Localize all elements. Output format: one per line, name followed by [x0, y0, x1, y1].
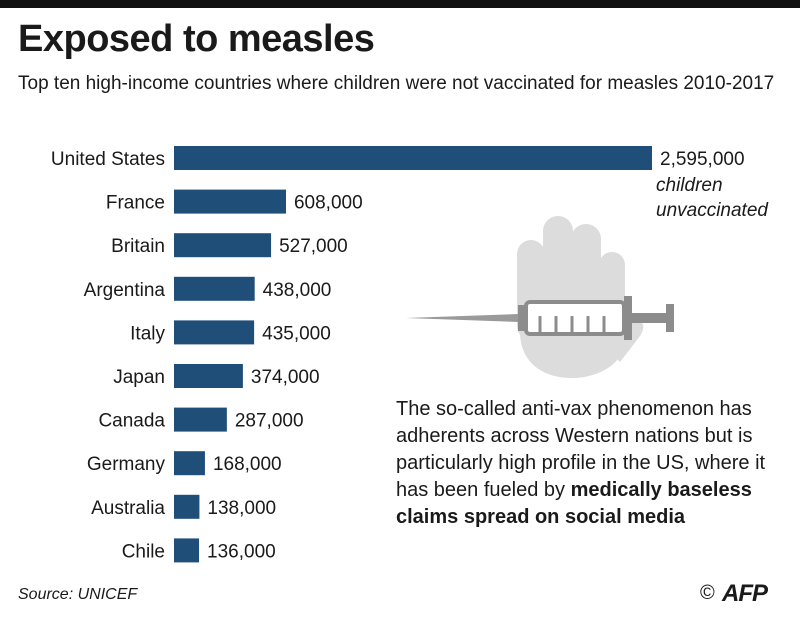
value-label: 435,000: [262, 323, 331, 344]
value-label: 287,000: [235, 411, 304, 432]
hand-with-syringe-icon: [406, 216, 674, 378]
category-label: Germany: [87, 454, 166, 475]
value-label: 2,595,000: [660, 149, 745, 170]
value-label: 608,000: [294, 193, 363, 214]
category-label: Chile: [122, 541, 165, 562]
category-label: Japan: [113, 367, 165, 388]
value-label: 138,000: [207, 498, 276, 519]
bar: [174, 320, 255, 345]
category-label: United States: [51, 149, 165, 170]
bar: [174, 233, 272, 258]
source-note: Source: UNICEF: [18, 586, 138, 603]
category-label: Canada: [98, 411, 165, 432]
copyright-symbol: ©: [700, 582, 715, 604]
annotation-emphasis: medically baseless claims spread on soci…: [396, 479, 752, 528]
bar: [174, 276, 255, 301]
category-label: Britain: [111, 236, 165, 257]
category-label: Argentina: [84, 280, 166, 301]
bar: [174, 364, 243, 388]
value-label: 168,000: [213, 454, 282, 475]
afp-logo: AFP: [722, 580, 768, 607]
bar: [174, 407, 227, 432]
annotation-text: The so-called anti-vax phenomenon has ad…: [396, 396, 786, 531]
category-label: Italy: [130, 323, 165, 344]
category-label: Australia: [91, 498, 165, 519]
bar: [174, 451, 205, 476]
bar: [174, 146, 652, 170]
bar: [174, 494, 200, 519]
chart-title: Exposed to measles: [18, 18, 375, 60]
value-label: 527,000: [279, 236, 348, 257]
bar-annotation: children: [656, 175, 723, 196]
chart-subtitle: Top ten high-income countries where chil…: [18, 73, 775, 94]
top-bar: [0, 0, 800, 8]
bar: [174, 538, 200, 563]
category-label: France: [106, 193, 165, 214]
value-label: 374,000: [251, 367, 320, 388]
bar-annotation: unvaccinated: [656, 200, 769, 221]
value-label: 136,000: [207, 541, 276, 562]
value-label: 438,000: [263, 280, 332, 301]
bar: [174, 189, 286, 214]
annotation-body: The so-called anti-vax phenomenon has ad…: [396, 398, 766, 501]
